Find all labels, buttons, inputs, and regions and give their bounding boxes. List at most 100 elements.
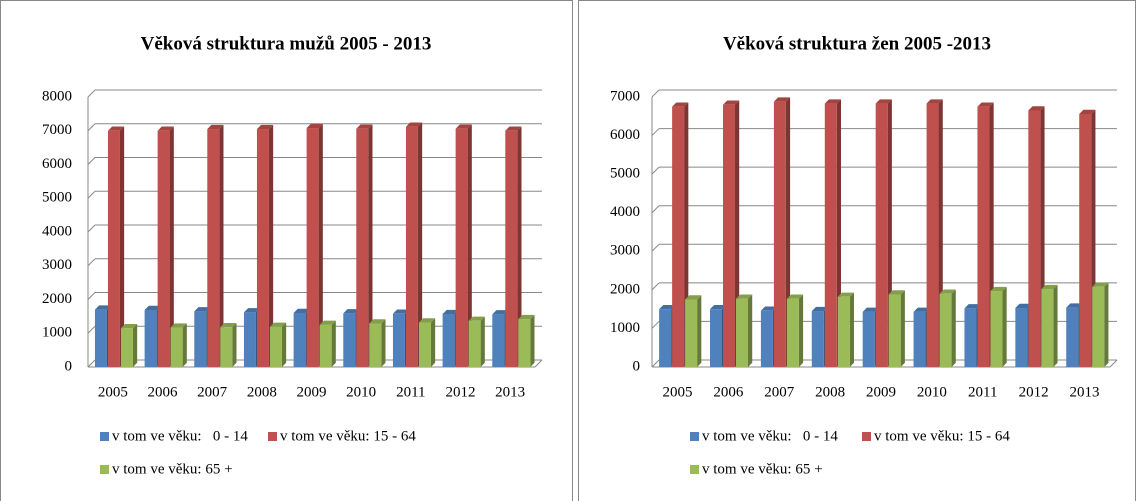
bar: [455, 124, 472, 368]
bar-face: [518, 319, 531, 367]
bar-face: [951, 289, 956, 367]
x-tick-label: 2011: [968, 384, 997, 400]
bar-face: [990, 291, 1003, 367]
bar-face: [492, 310, 509, 315]
legend-swatch: [690, 465, 699, 474]
bar: [685, 295, 702, 367]
x-tick-label: 2012: [446, 384, 476, 400]
bar: [888, 290, 905, 367]
bar-face: [875, 99, 892, 104]
bar-face: [888, 294, 901, 367]
grid-line: [87, 258, 96, 267]
x-tick-label: 2009: [866, 384, 896, 400]
bar: [207, 124, 224, 367]
bar-face: [381, 319, 386, 367]
bar-face: [685, 295, 702, 300]
bar-face: [418, 318, 436, 323]
bar-face: [232, 322, 237, 367]
bar-face: [964, 304, 981, 309]
bar-face: [862, 307, 879, 312]
bar-face: [293, 313, 306, 367]
y-tick-label: 6000: [610, 127, 640, 143]
bar-face: [530, 314, 535, 367]
bar-face: [505, 130, 518, 367]
bar-face: [169, 126, 174, 367]
bar-face: [318, 123, 323, 367]
bar-face: [356, 124, 373, 129]
bar-face: [220, 327, 233, 367]
y-tick-label: 1000: [610, 320, 640, 336]
bar: [1092, 282, 1109, 367]
bar-face: [492, 314, 505, 367]
bar-face: [672, 106, 685, 368]
bar-face: [1066, 303, 1083, 308]
bar-face: [392, 309, 410, 314]
y-tick-label: 1000: [42, 325, 72, 341]
grid-line: [87, 224, 96, 233]
x-tick-label: 2013: [1070, 384, 1100, 400]
x-tick-label: 2005: [662, 384, 692, 400]
bar-face: [120, 323, 138, 329]
bar-face: [170, 323, 187, 328]
bar-face: [977, 106, 990, 368]
bar-face: [824, 99, 841, 104]
bar-face: [760, 310, 773, 367]
bar: [319, 320, 336, 367]
bar-face: [926, 99, 943, 104]
bar-face: [1104, 282, 1109, 367]
bar-face: [811, 306, 828, 312]
bar-face: [269, 326, 282, 367]
legend-swatch: [690, 432, 699, 441]
bar-face: [306, 128, 319, 367]
panel-border: [0, 0, 573, 501]
bar: [107, 126, 125, 367]
bar: [369, 319, 386, 367]
bar-face: [1015, 307, 1028, 367]
y-tick-label: 6000: [42, 156, 72, 172]
bar-face: [144, 305, 161, 310]
bar-face: [723, 104, 736, 367]
bar-face: [1028, 110, 1041, 367]
y-tick-label: 2000: [610, 281, 640, 297]
legend-label: v tom ve věku: 0 - 14: [112, 428, 248, 444]
bar-face: [107, 126, 125, 131]
x-tick-label: 2008: [247, 384, 277, 400]
chart-title: Věková struktura žen 2005 -2013: [723, 33, 991, 54]
bar-face: [1002, 286, 1007, 367]
x-tick-label: 2008: [815, 384, 845, 400]
bar-face: [736, 298, 749, 367]
grid-line: [651, 321, 660, 329]
bar-face: [430, 318, 436, 367]
bar-face: [990, 286, 1007, 292]
bar-face: [837, 292, 854, 297]
legend-swatch: [100, 432, 109, 441]
y-tick-label: 8000: [42, 88, 72, 104]
bar: [170, 323, 187, 367]
bar-face: [319, 320, 336, 325]
y-tick-label: 0: [65, 358, 73, 374]
bar-face: [219, 124, 224, 367]
bar-face: [723, 100, 740, 105]
bar-face: [220, 322, 237, 328]
bar-face: [939, 293, 952, 367]
y-tick-label: 0: [633, 358, 641, 374]
legend-swatch: [268, 432, 277, 441]
bar: [418, 318, 436, 367]
bar-face: [1041, 284, 1058, 290]
bar-face: [243, 308, 261, 313]
bar-face: [748, 294, 753, 367]
legend-label: v tom ve věku: 65 +: [112, 461, 233, 477]
bar-face: [697, 295, 702, 367]
bar-face: [107, 130, 120, 367]
bar: [505, 126, 522, 367]
x-tick-label: 2009: [297, 384, 327, 400]
bar: [356, 124, 373, 368]
bar-face: [939, 289, 956, 294]
bar-face: [773, 97, 791, 102]
bar-face: [1015, 303, 1032, 308]
grid-line: [87, 157, 96, 165]
bar-face: [331, 320, 336, 367]
bar-face: [888, 290, 905, 295]
x-tick-label: 2013: [495, 384, 525, 400]
